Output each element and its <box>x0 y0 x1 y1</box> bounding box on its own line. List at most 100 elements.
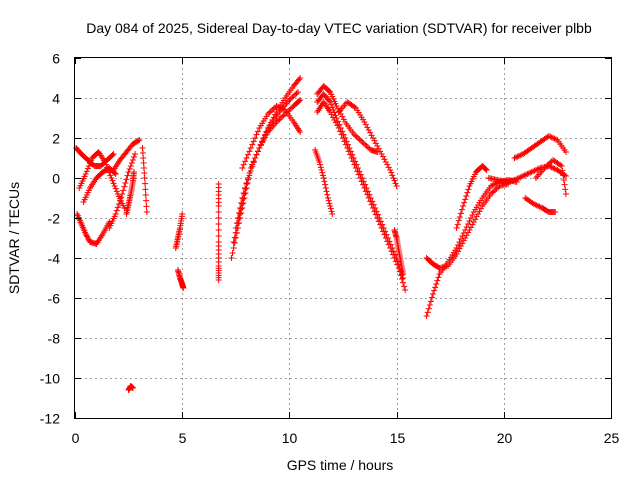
data-point <box>385 241 392 248</box>
data-point <box>428 294 435 301</box>
series-arc-11 <box>174 267 187 291</box>
data-point <box>358 178 365 185</box>
data-point <box>433 281 440 287</box>
data-point <box>398 276 405 282</box>
data-point <box>232 235 239 241</box>
data-point <box>371 208 378 215</box>
data-point <box>318 167 325 173</box>
data-point <box>464 189 471 196</box>
data-point <box>511 177 518 183</box>
data-point <box>324 195 331 201</box>
data-point <box>254 128 261 135</box>
data-point <box>534 166 541 173</box>
data-point <box>215 215 222 221</box>
data-point <box>296 98 303 104</box>
data-point <box>128 160 135 166</box>
y-tick-label: -6 <box>48 291 61 307</box>
data-point <box>362 188 369 195</box>
series-arc-29 <box>532 157 569 197</box>
data-point <box>87 160 94 167</box>
data-point <box>331 117 338 123</box>
data-point <box>252 135 259 141</box>
data-point <box>360 181 367 188</box>
data-point <box>329 114 336 121</box>
data-point <box>122 180 129 186</box>
data-point <box>363 143 370 149</box>
data-point <box>532 201 539 208</box>
data-point <box>453 225 460 231</box>
data-point <box>368 132 375 139</box>
data-point <box>109 152 116 158</box>
data-point <box>374 149 381 155</box>
data-point <box>110 180 117 187</box>
data-point <box>435 274 442 281</box>
data-point <box>82 231 89 237</box>
plot-frame <box>74 57 612 419</box>
data-point <box>364 124 371 131</box>
data-point <box>236 215 243 222</box>
data-point <box>493 185 500 192</box>
data-point <box>528 169 535 175</box>
data-point <box>357 137 364 144</box>
data-point <box>462 235 469 241</box>
series-arc-22 <box>391 227 407 277</box>
data-point <box>550 165 557 171</box>
data-point <box>548 134 555 141</box>
data-point <box>391 177 398 184</box>
data-point <box>434 277 441 284</box>
data-point <box>118 194 125 201</box>
data-point <box>250 138 257 145</box>
data-point <box>384 238 391 245</box>
data-point <box>512 176 519 183</box>
series-arc-21 <box>312 147 336 217</box>
data-point <box>229 250 236 256</box>
data-point <box>460 237 467 244</box>
data-point <box>323 188 330 195</box>
data-point <box>337 128 344 135</box>
data-point <box>113 188 120 195</box>
data-point <box>179 211 186 217</box>
data-point <box>541 165 548 171</box>
data-point <box>280 106 287 113</box>
data-point <box>353 133 360 140</box>
data-point <box>489 189 496 196</box>
data-point <box>230 245 237 251</box>
data-point <box>535 165 542 172</box>
data-point <box>238 200 245 206</box>
data-point <box>492 181 499 187</box>
data-point <box>273 103 280 109</box>
data-point <box>544 162 551 169</box>
x-tick-label: 25 <box>604 430 620 446</box>
data-point <box>143 209 150 215</box>
data-point <box>475 211 482 217</box>
data-point <box>362 121 369 128</box>
data-point <box>487 191 494 197</box>
data-point <box>236 210 243 216</box>
data-point <box>547 159 554 166</box>
y-tick-label: 6 <box>52 51 60 67</box>
data-point <box>277 105 284 111</box>
data-point <box>135 137 142 144</box>
data-point <box>465 186 472 193</box>
data-point <box>276 104 283 111</box>
data-point <box>351 161 358 168</box>
data-point <box>423 313 430 319</box>
data-point <box>239 195 246 201</box>
data-point <box>391 255 398 261</box>
data-point <box>244 151 251 158</box>
data-point <box>532 167 539 173</box>
data-point <box>392 180 399 187</box>
data-point <box>562 173 569 179</box>
data-point <box>517 152 524 159</box>
data-point <box>119 191 126 197</box>
data-point <box>254 148 261 155</box>
data-point <box>125 169 132 175</box>
data-point <box>462 196 469 203</box>
data-point <box>365 144 372 151</box>
data-point <box>287 105 294 112</box>
data-point <box>237 211 244 217</box>
data-point <box>273 119 280 125</box>
data-point <box>515 153 522 159</box>
y-tick-label: -12 <box>40 411 60 427</box>
data-point <box>112 185 119 192</box>
